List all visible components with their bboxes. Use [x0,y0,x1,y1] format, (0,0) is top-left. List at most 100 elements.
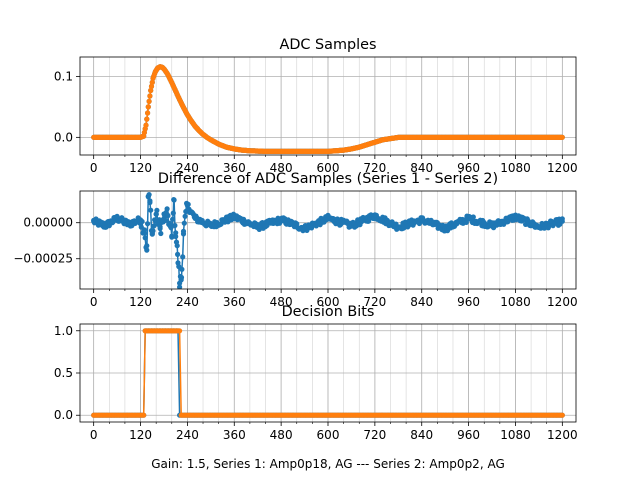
x-tick-label: 120 [129,295,152,309]
x-tick-label: 720 [363,295,386,309]
data-point [147,199,153,206]
x-tick-label: 1080 [500,428,531,442]
x-tick-label: 0 [90,428,98,442]
data-point [144,247,150,253]
x-tick-label: 0 [90,295,98,309]
x-tick-label: 240 [176,161,199,175]
data-point [559,134,565,140]
data-point [148,87,154,94]
x-tick-label: 480 [270,295,293,309]
data-point [169,234,175,240]
plot-area [91,64,565,154]
data-point [141,227,147,233]
x-tick-label: 600 [317,295,340,309]
plot-area [91,328,565,418]
series-2 [91,328,565,418]
data-point [177,284,183,289]
data-point [154,207,160,213]
series-1 [91,192,565,289]
data-point [180,228,187,234]
data-point [146,98,152,104]
x-tick-label: 1200 [547,428,578,442]
data-point [151,223,157,229]
data-point [168,225,174,231]
data-point [185,201,191,207]
x-tick-label: 720 [363,428,386,442]
x-tick-label: 1080 [500,295,531,309]
data-point [165,212,171,219]
data-point [141,412,147,418]
data-point [145,110,151,116]
data-point [181,220,187,226]
x-tick-label: 120 [129,428,152,442]
data-point [143,122,149,128]
y-tick-label: −0.00025 [13,252,73,266]
data-point [179,266,185,272]
x-tick-label: 240 [176,428,199,442]
difference-panel: 0 120 240 360 480 600 720 840 960 1080 1200 0.00000… [13,171,577,309]
y-tick-label: 0.5 [54,366,73,380]
data-point [158,230,164,237]
data-point [170,210,176,216]
adc-samples-panel: 0 120 240 360 480 600 720 840 960 1080 1200 0.0 0.1 A… [54,37,578,175]
series-2 [91,64,565,154]
x-tick-label: 120 [129,161,152,175]
x-tick-label: 1200 [547,161,578,175]
y-tick-label: 0.0 [54,408,73,422]
x-tick-label: 360 [223,161,246,175]
x-tick-label: 360 [223,428,246,442]
x-tick-label: 360 [223,295,246,309]
x-tick-label: 840 [410,295,433,309]
data-point [145,104,151,110]
data-point [174,243,180,249]
data-point [157,225,163,232]
data-point [149,79,155,85]
x-tick-label: 0 [90,161,98,175]
data-point [470,214,476,220]
data-point [142,235,148,241]
y-tick-label: 0.0 [54,130,73,144]
chart-title: Difference of ADC Samples (Series 1 - Se… [158,171,498,187]
x-tick-label: 840 [410,428,433,442]
x-tick-label: 1200 [547,295,578,309]
data-point [150,228,156,234]
data-point [139,218,145,225]
data-point [162,217,169,223]
plot-area [91,192,565,289]
data-point [148,207,154,213]
data-point [180,254,186,260]
x-tick-label: 1080 [500,161,531,175]
x-tick-label: 960 [457,295,480,309]
data-point [171,197,177,203]
data-point [146,192,152,198]
chart-title: Decision Bits [282,304,375,320]
x-tick-label: 960 [457,161,480,175]
data-point [177,328,183,334]
data-point [145,221,151,227]
x-tick-label: 600 [317,161,340,175]
x-tick-label: 840 [410,161,433,175]
data-point [148,83,155,89]
data-point [164,206,170,212]
x-tick-label: 240 [176,295,199,309]
data-point [170,216,176,222]
y-tick-label: 1.0 [54,324,73,338]
data-point [173,230,179,236]
x-tick-label: 720 [363,161,386,175]
chart-title: ADC Samples [279,37,376,53]
data-point [144,116,150,122]
x-tick-label: 480 [270,161,293,175]
decision-bits-panel: 0 120 240 360 480 600 720 840 960 1080 1200 0.0 0.5 1… [54,304,578,442]
axes-frame [79,56,577,156]
figure-xlabel: Gain: 1.5, Series 1: Amp0p18, AG --- Ser… [151,457,505,471]
x-tick-label: 960 [457,428,480,442]
data-point [147,93,153,99]
data-point [178,274,185,281]
axes-frame [79,323,577,423]
x-tick-label: 600 [317,428,340,442]
axes-frame [79,190,577,290]
data-point [144,243,150,249]
data-point [182,213,188,219]
data-point [559,412,565,418]
